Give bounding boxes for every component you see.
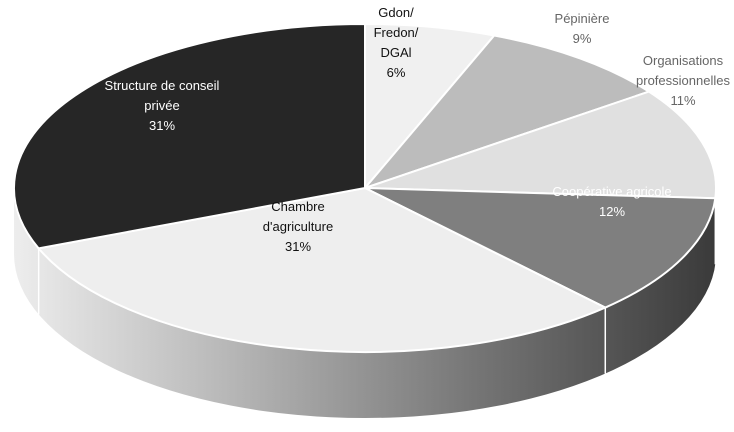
slice-name: privée <box>144 98 179 113</box>
slice-name: professionnelles <box>636 73 730 88</box>
pie-slice <box>364 90 717 200</box>
pie-slice <box>13 22 366 250</box>
slice-name: d'agriculture <box>263 219 333 234</box>
slice-percent: 11% <box>670 93 695 108</box>
pie-slice <box>364 22 497 191</box>
slice-name: DGAl <box>380 45 411 60</box>
pie-slice <box>361 34 652 191</box>
pie-side-wall <box>14 188 716 418</box>
slice-name: Fredon/ <box>374 25 419 40</box>
slice-name: Structure de conseil <box>105 78 220 93</box>
slice-label: Organisations professionnelles 11% <box>636 53 730 108</box>
slice-percent: 12% <box>599 204 625 219</box>
slice-percent: 6% <box>387 65 406 80</box>
slice-label: Gdon/Fredon/DGAl 6% <box>374 5 419 80</box>
slice-percent: 31% <box>285 239 311 254</box>
slice-name: Chambre <box>271 199 324 214</box>
slice-percent: 31% <box>149 118 175 133</box>
pie-slice <box>364 187 717 309</box>
slice-name: Coopérative agricole <box>552 184 671 199</box>
slice-name: Pépinière <box>555 11 610 26</box>
slice-name: Organisations <box>643 53 724 68</box>
slice-label: Pépinière 9% <box>555 11 610 46</box>
pie-slice <box>36 186 608 353</box>
slice-percent: 9% <box>573 31 592 46</box>
slice-name: Gdon/ <box>378 5 414 20</box>
slice-label: Structure de conseil privée 31% <box>105 78 220 133</box>
slice-label: Chambre d'agriculture 31% <box>263 199 333 254</box>
slice-label: Coopérative agricole 12% <box>552 184 671 219</box>
